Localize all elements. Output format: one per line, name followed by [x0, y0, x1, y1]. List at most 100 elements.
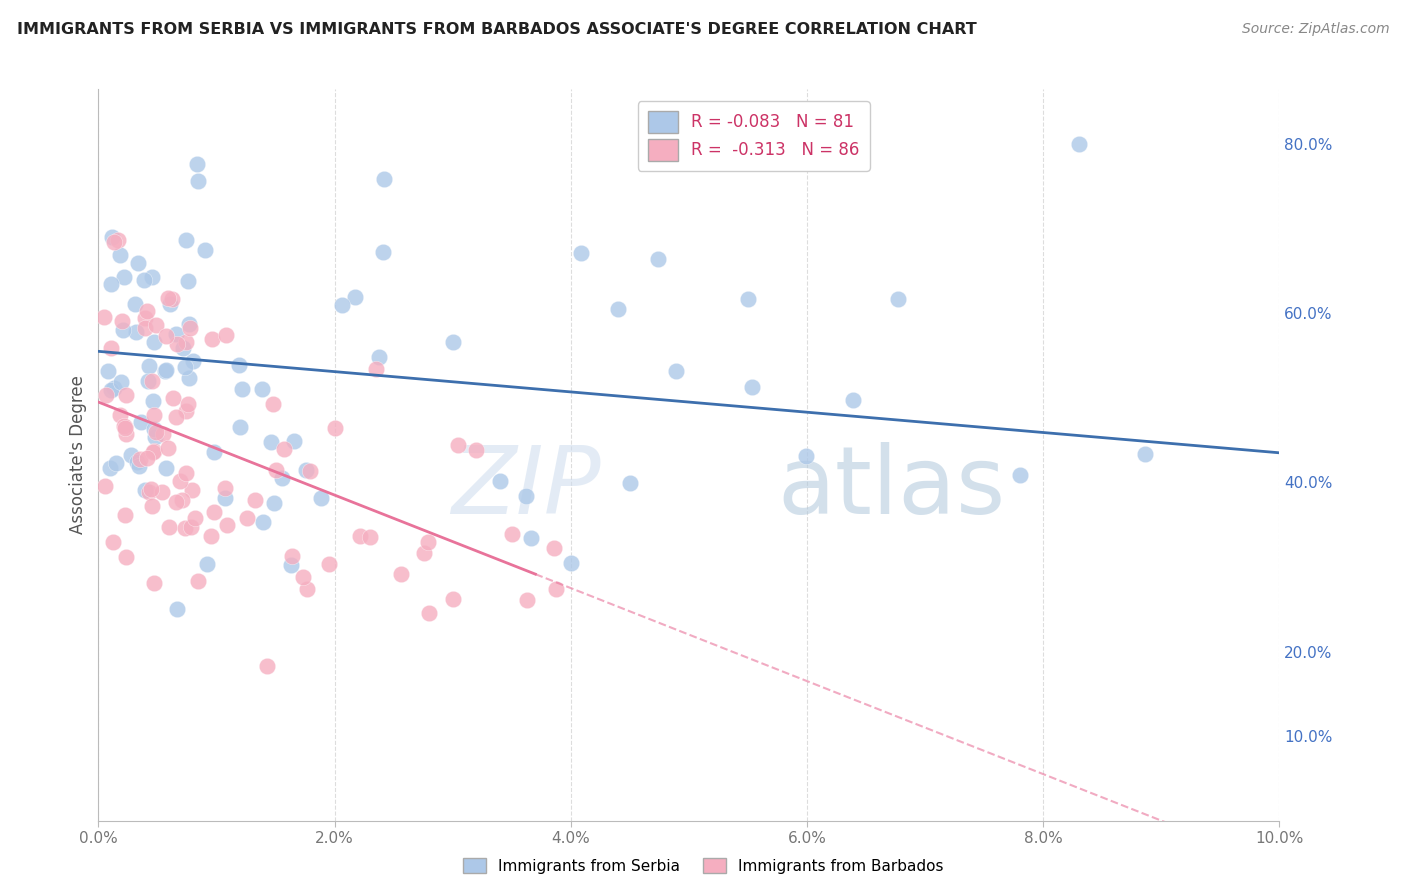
Point: [127, 256, 149, 270]
Legend: Immigrants from Serbia, Immigrants from Barbados: Immigrants from Serbia, Immigrants from …: [457, 852, 949, 880]
Point: [236, 511, 259, 525]
Point: [295, 462, 318, 476]
Point: [139, 482, 162, 496]
Point: [665, 364, 688, 378]
Text: Source: ZipAtlas.com: Source: ZipAtlas.com: [1241, 22, 1389, 37]
Point: [142, 445, 165, 459]
Point: [344, 290, 367, 304]
Point: [318, 557, 340, 571]
Point: [179, 320, 201, 334]
Point: [169, 475, 191, 489]
Point: [283, 434, 305, 448]
Point: [145, 425, 167, 439]
Point: [214, 491, 236, 505]
Point: [174, 404, 197, 418]
Point: [136, 451, 159, 466]
Point: [156, 291, 179, 305]
Point: [98, 460, 121, 475]
Point: [155, 363, 177, 377]
Point: [127, 455, 149, 469]
Point: [1133, 447, 1156, 461]
Point: [112, 323, 135, 337]
Point: [152, 426, 174, 441]
Legend: R = -0.083   N = 81, R =  -0.313   N = 86: R = -0.083 N = 81, R = -0.313 N = 86: [638, 101, 870, 170]
Point: [115, 549, 138, 564]
Point: [181, 353, 204, 368]
Point: [243, 492, 266, 507]
Point: [173, 341, 195, 355]
Point: [143, 422, 166, 436]
Point: [173, 359, 195, 374]
Point: [228, 358, 250, 372]
Point: [298, 464, 321, 478]
Point: [217, 517, 239, 532]
Point: [359, 529, 381, 543]
Point: [143, 334, 166, 349]
Point: [124, 297, 146, 311]
Point: [93, 310, 115, 324]
Point: [165, 327, 187, 342]
Point: [520, 531, 543, 545]
Point: [262, 397, 284, 411]
Point: [136, 374, 159, 388]
Point: [94, 388, 117, 402]
Point: [114, 427, 136, 442]
Point: [569, 246, 592, 260]
Point: [273, 442, 295, 457]
Point: [155, 329, 177, 343]
Text: atlas: atlas: [778, 442, 1005, 533]
Point: [250, 383, 273, 397]
Point: [112, 418, 135, 433]
Point: [260, 434, 283, 449]
Point: [108, 408, 131, 422]
Point: [543, 541, 565, 555]
Point: [201, 332, 224, 346]
Point: [156, 441, 179, 455]
Point: [153, 364, 176, 378]
Point: [111, 313, 134, 327]
Point: [134, 483, 156, 497]
Point: [364, 361, 387, 376]
Point: [138, 484, 160, 499]
Point: [100, 383, 122, 397]
Point: [157, 520, 180, 534]
Point: [125, 325, 148, 339]
Text: IMMIGRANTS FROM SERBIA VS IMMIGRANTS FROM BARBADOS ASSOCIATE'S DEGREE CORRELATIO: IMMIGRANTS FROM SERBIA VS IMMIGRANTS FRO…: [17, 22, 977, 37]
Point: [796, 449, 818, 463]
Point: [114, 508, 136, 523]
Point: [560, 557, 582, 571]
Point: [202, 445, 225, 459]
Point: [142, 394, 165, 409]
Point: [174, 466, 197, 480]
Point: [368, 350, 391, 364]
Point: [103, 381, 125, 395]
Point: [108, 248, 131, 262]
Point: [373, 172, 395, 186]
Point: [150, 484, 173, 499]
Point: [172, 493, 194, 508]
Point: [105, 456, 128, 470]
Point: [162, 391, 184, 405]
Point: [647, 252, 669, 266]
Point: [252, 515, 274, 529]
Point: [103, 235, 125, 249]
Point: [187, 174, 209, 188]
Point: [741, 380, 763, 394]
Point: [231, 383, 253, 397]
Point: [349, 529, 371, 543]
Point: [114, 388, 136, 402]
Point: [186, 156, 208, 170]
Point: [141, 374, 163, 388]
Point: [114, 421, 136, 435]
Point: [202, 505, 225, 519]
Point: [101, 230, 124, 244]
Point: [136, 304, 159, 318]
Point: [176, 335, 198, 350]
Point: [138, 359, 160, 374]
Point: [165, 410, 187, 425]
Point: [141, 270, 163, 285]
Point: [264, 462, 287, 476]
Point: [418, 607, 440, 621]
Point: [184, 511, 207, 525]
Point: [166, 602, 188, 616]
